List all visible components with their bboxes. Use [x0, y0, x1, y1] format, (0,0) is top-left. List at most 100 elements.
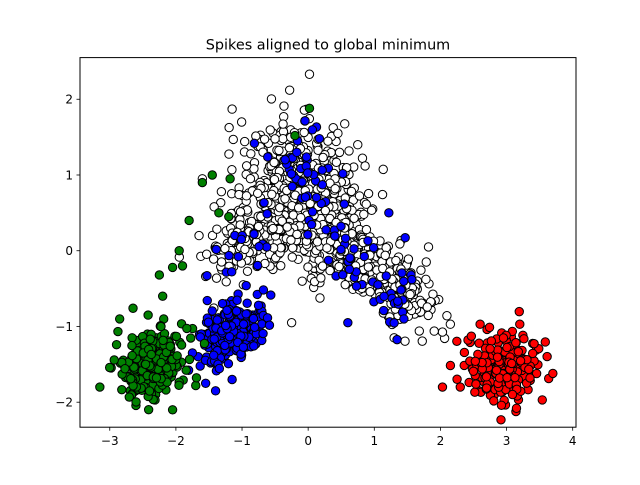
points-layer: [95, 69, 558, 425]
data-point: [216, 257, 227, 267]
data-point: [492, 352, 503, 362]
data-point: [361, 199, 371, 209]
data-point: [498, 333, 509, 343]
data-point: [191, 380, 201, 391]
data-point: [254, 241, 264, 252]
data-point: [391, 255, 401, 266]
data-point: [345, 253, 355, 263]
data-point: [336, 244, 346, 255]
data-point: [203, 317, 214, 327]
data-point: [403, 254, 414, 264]
data-point: [484, 322, 495, 333]
data-point: [365, 287, 375, 297]
data-point: [227, 374, 237, 385]
data-point: [128, 303, 138, 313]
data-point: [126, 374, 136, 384]
data-point: [167, 262, 178, 273]
data-point: [519, 334, 529, 344]
data-point: [143, 310, 153, 320]
data-point: [220, 340, 230, 351]
data-point: [389, 318, 399, 328]
data-point: [318, 152, 328, 163]
data-point: [286, 317, 297, 328]
data-point: [211, 244, 221, 255]
data-point: [351, 281, 362, 291]
data-point: [252, 260, 263, 271]
x-tick-label: −2: [167, 434, 185, 448]
data-point: [197, 177, 208, 188]
data-point: [252, 289, 262, 300]
data-point: [184, 354, 195, 365]
data-point: [151, 373, 162, 383]
data-point: [333, 128, 343, 139]
data-point: [297, 177, 307, 187]
data-point: [377, 189, 388, 200]
data-point: [527, 348, 538, 359]
data-point: [208, 254, 219, 264]
data-point: [511, 338, 521, 348]
data-point: [317, 180, 328, 190]
data-point: [452, 374, 462, 384]
data-point: [330, 184, 340, 194]
data-point: [515, 356, 526, 366]
data-point: [301, 152, 312, 162]
data-point: [262, 242, 272, 252]
data-point: [111, 339, 122, 350]
data-point: [279, 101, 289, 111]
data-point: [158, 335, 168, 346]
data-point: [360, 161, 370, 171]
data-point: [240, 244, 250, 255]
series-3: [437, 306, 558, 425]
data-point: [127, 333, 137, 343]
data-point: [399, 314, 409, 324]
data-point: [368, 243, 379, 253]
data-point: [400, 336, 410, 346]
data-point: [514, 306, 524, 317]
data-point: [416, 265, 426, 275]
data-point: [320, 205, 331, 216]
data-point: [174, 380, 184, 390]
data-point: [414, 326, 424, 336]
data-point: [405, 289, 415, 300]
data-point: [184, 215, 194, 226]
data-point: [210, 386, 221, 396]
data-point: [231, 306, 242, 316]
data-point: [455, 382, 465, 392]
data-point: [395, 239, 405, 249]
data-point: [344, 264, 355, 275]
data-point: [209, 202, 219, 212]
data-point: [156, 357, 166, 368]
data-point: [340, 119, 350, 129]
data-point: [379, 291, 389, 302]
data-point: [481, 383, 492, 393]
data-point: [252, 188, 263, 199]
data-point: [300, 192, 311, 202]
data-point: [421, 274, 431, 285]
data-point: [269, 174, 280, 185]
data-point: [311, 192, 322, 203]
data-point: [238, 319, 249, 329]
data-point: [346, 186, 357, 197]
data-point: [397, 268, 407, 278]
data-point: [199, 338, 210, 349]
data-point: [249, 322, 260, 333]
y-axis: −2 −1 0 1 2: [55, 93, 80, 410]
data-point: [217, 298, 228, 309]
data-point: [202, 295, 212, 306]
data-point: [307, 125, 318, 135]
data-point: [442, 311, 452, 321]
data-point: [323, 136, 333, 146]
data-point: [275, 202, 285, 213]
data-point: [336, 221, 346, 231]
data-point: [400, 233, 410, 243]
data-point: [399, 276, 409, 286]
data-point: [95, 382, 105, 392]
data-point: [343, 317, 353, 328]
data-point: [491, 365, 502, 375]
data-point: [146, 349, 156, 360]
data-point: [242, 298, 252, 308]
data-point: [157, 291, 168, 301]
data-point: [445, 360, 456, 371]
data-point: [468, 366, 479, 376]
data-point: [236, 117, 247, 127]
